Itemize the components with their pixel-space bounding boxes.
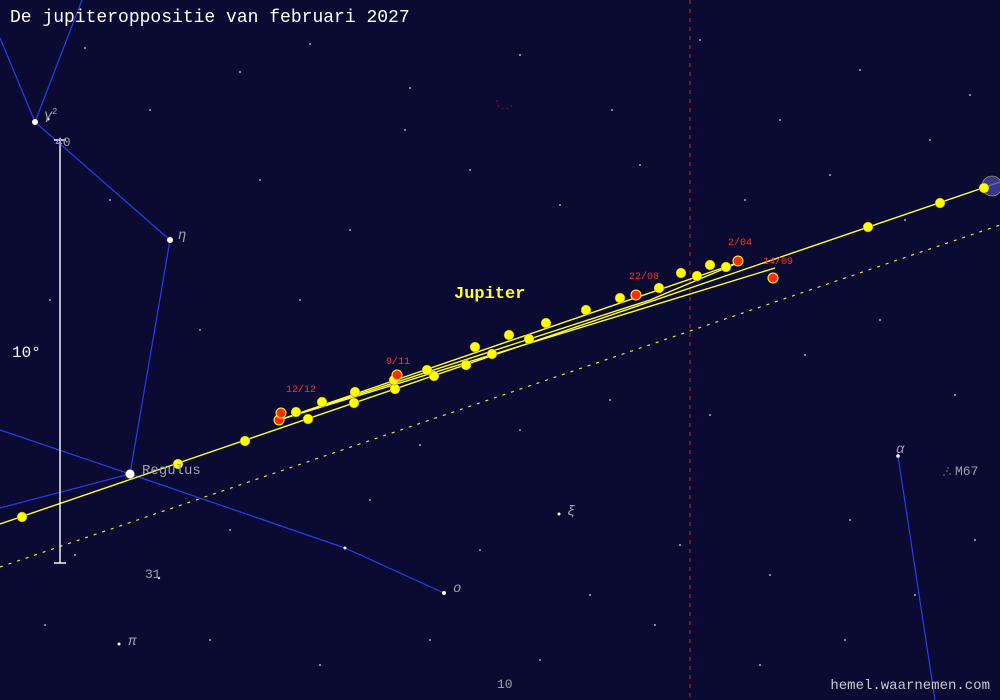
chart-svg — [0, 0, 1000, 700]
chart-title: De jupiteroppositie van februari 2027 — [10, 8, 410, 28]
credit-text: hemel.waarnemen.com — [830, 678, 990, 694]
sky-chart: De jupiteroppositie van februari 2027 he… — [0, 0, 1000, 700]
